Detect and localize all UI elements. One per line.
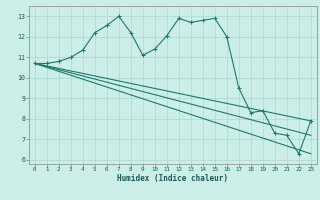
X-axis label: Humidex (Indice chaleur): Humidex (Indice chaleur) <box>117 174 228 183</box>
